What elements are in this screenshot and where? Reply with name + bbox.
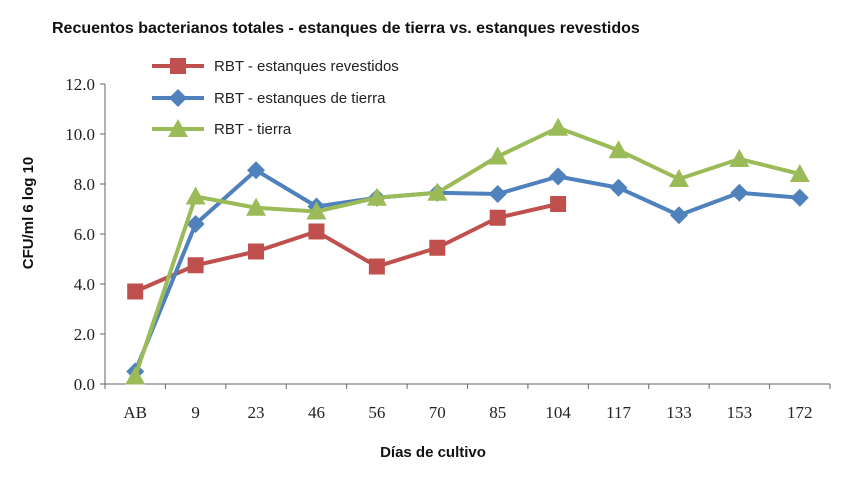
- data-point: [790, 188, 809, 207]
- series-line: [133, 125, 801, 378]
- data-point: [608, 140, 629, 159]
- legend-label: RBT - tierra: [214, 121, 292, 138]
- legend-marker: [169, 89, 187, 107]
- x-axis-ticks: AB 9 23 46 56 70 85 104 117 133 153 172: [104, 384, 831, 422]
- data-point: [186, 215, 205, 233]
- legend-label: RBT - estanques de tierra: [214, 90, 386, 107]
- data-point: [366, 187, 387, 206]
- data-point: [549, 167, 568, 186]
- x-tick-label: 153: [727, 403, 753, 422]
- data-point: [789, 164, 810, 182]
- data-point: [669, 206, 688, 225]
- y-tick-label: 10.0: [65, 125, 95, 144]
- y-tick-label: 2.0: [74, 325, 95, 344]
- data-point: [487, 146, 508, 165]
- x-tick-label: 172: [787, 403, 813, 422]
- legend-marker: [168, 119, 188, 137]
- data-point: [248, 243, 265, 260]
- y-tick-label: 12.0: [65, 75, 95, 94]
- data-point: [187, 257, 204, 274]
- data-point: [185, 186, 206, 205]
- legend: RBT - estanques revestidos RBT - estanque…: [152, 58, 399, 138]
- x-tick-label: 85: [489, 403, 506, 422]
- data-point: [127, 283, 144, 300]
- series-line: [133, 168, 800, 373]
- data-point: [306, 201, 327, 220]
- data-point: [246, 197, 267, 216]
- series-1: [127, 196, 567, 300]
- x-tick-label: 70: [429, 403, 446, 422]
- data-point: [729, 149, 750, 167]
- data-point: [125, 366, 146, 385]
- legend-label: RBT - estanques revestidos: [214, 58, 399, 75]
- x-tick-label: 133: [666, 403, 692, 422]
- x-tick-label: 46: [308, 403, 325, 422]
- data-point: [489, 209, 506, 226]
- series-3: [125, 117, 810, 385]
- x-tick-label: 56: [368, 403, 385, 422]
- x-axis-title: Días de cultivo: [380, 444, 486, 461]
- x-tick-label: AB: [123, 403, 147, 422]
- data-point: [308, 223, 325, 240]
- y-tick-label: 4.0: [74, 275, 95, 294]
- data-point: [550, 196, 567, 212]
- y-tick-label: 8.0: [74, 175, 95, 194]
- data-point: [427, 182, 448, 201]
- x-tick-label: 9: [191, 403, 200, 422]
- data-point: [668, 169, 689, 187]
- x-tick-label: 23: [248, 403, 265, 422]
- data-point: [548, 117, 569, 136]
- chart-title: Recuentos bacterianos totales - estanque…: [52, 20, 640, 37]
- y-axis-title: CFU/ml 6 log 10: [20, 157, 37, 270]
- data-point: [429, 239, 446, 256]
- data-point: [609, 178, 628, 197]
- data-point: [488, 185, 507, 203]
- series-line: [134, 202, 559, 294]
- data-point: [247, 161, 266, 180]
- data-point: [730, 183, 749, 202]
- y-tick-label: 0.0: [74, 375, 95, 394]
- y-tick-label: 6.0: [74, 225, 95, 244]
- x-tick-label: 117: [606, 403, 631, 422]
- series-2: [126, 161, 809, 381]
- y-axis-ticks: 0.0 2.0 4.0 6.0 8.0 10.0 12.0: [65, 75, 105, 394]
- x-tick-label: 104: [545, 403, 571, 422]
- legend-marker: [170, 58, 186, 74]
- series-layer: [125, 117, 810, 385]
- data-point: [368, 258, 385, 275]
